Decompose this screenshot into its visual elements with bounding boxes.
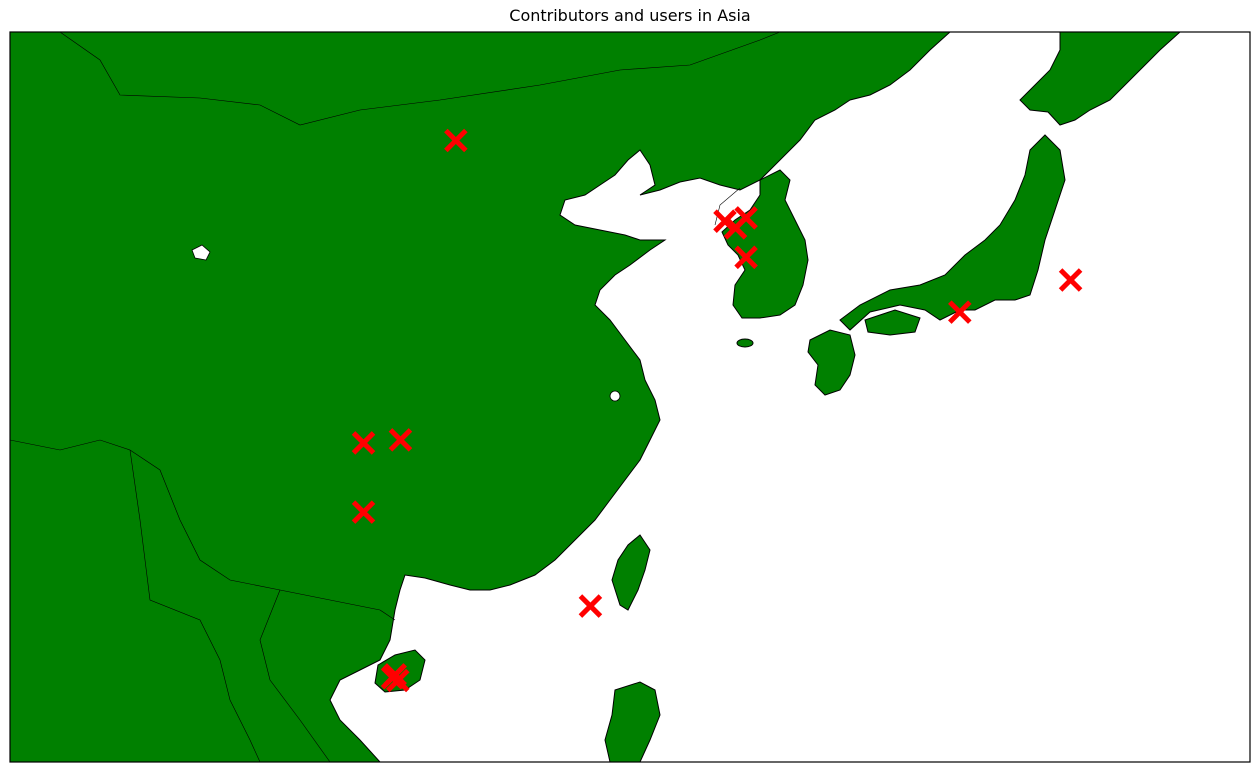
map-frame bbox=[9, 31, 1251, 763]
taihu-lake bbox=[609, 390, 621, 402]
location-marker bbox=[948, 300, 972, 324]
luzon-island bbox=[604, 681, 661, 762]
location-marker bbox=[713, 209, 737, 233]
land-layer bbox=[10, 32, 1181, 762]
location-marker bbox=[351, 500, 376, 524]
location-marker bbox=[351, 431, 376, 455]
location-marker bbox=[578, 594, 603, 618]
jeju-island bbox=[736, 338, 754, 348]
mainland-china-landmass bbox=[10, 32, 951, 762]
country-borders bbox=[10, 32, 781, 762]
location-marker bbox=[388, 428, 413, 452]
taiwan-island bbox=[611, 534, 651, 611]
location-marker bbox=[734, 206, 758, 230]
location-marker bbox=[380, 665, 405, 690]
chart-title: Contributors and users in Asia bbox=[509, 6, 751, 25]
location-marker bbox=[734, 245, 758, 270]
location-marker bbox=[1058, 268, 1083, 292]
location-marker bbox=[444, 128, 468, 153]
kyushu-island bbox=[807, 329, 856, 396]
qinghai-lake bbox=[191, 244, 211, 261]
marker-layer bbox=[351, 128, 1083, 693]
shikoku-island bbox=[864, 309, 921, 336]
hokkaido-island bbox=[1019, 32, 1181, 126]
honshu-island bbox=[839, 134, 1066, 331]
